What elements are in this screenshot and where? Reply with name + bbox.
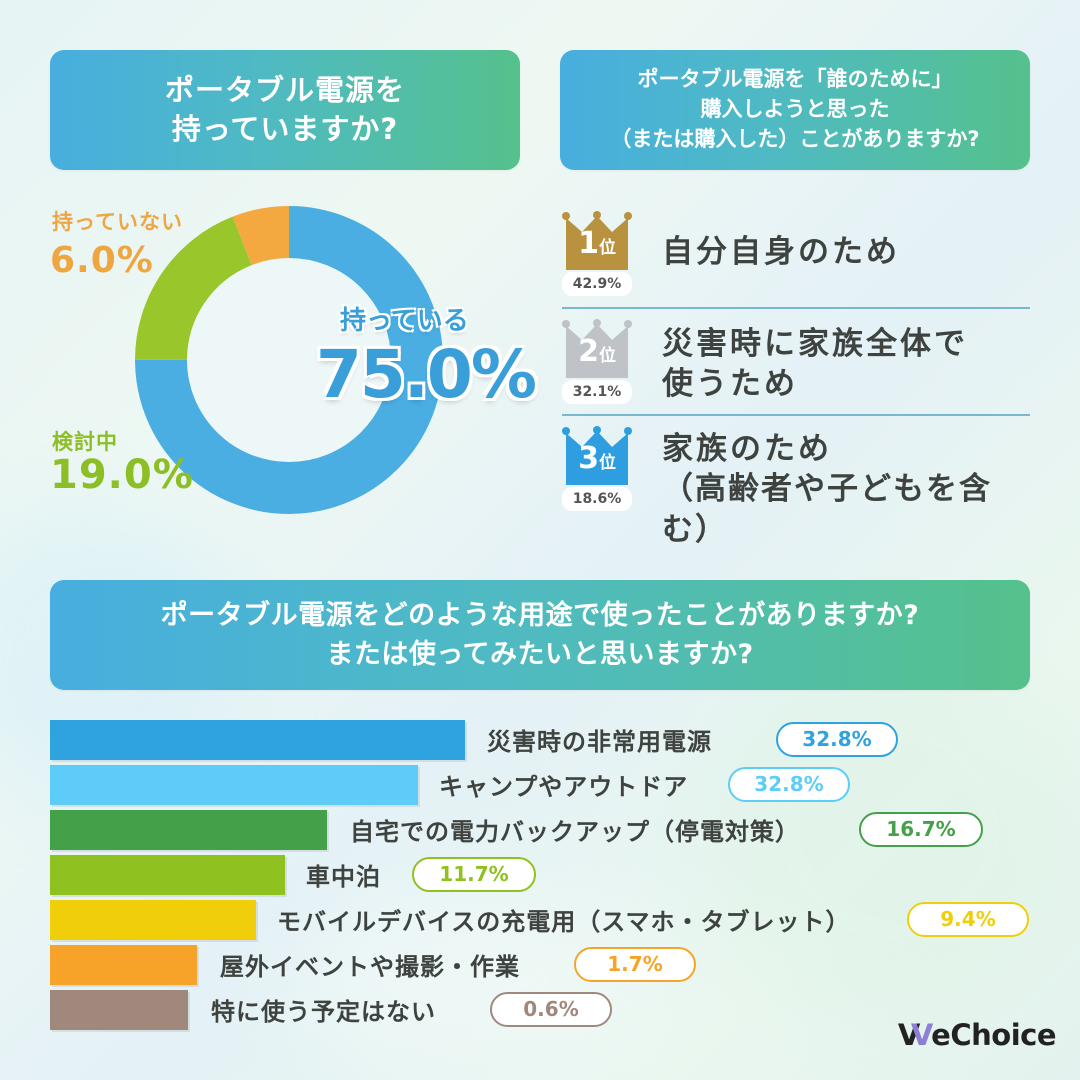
rank-number: 2 (578, 334, 599, 369)
question-3-header: ポータブル電源をどのような用途で使ったことがありますか? または使ってみたいと思… (50, 580, 1030, 690)
rank-percent: 32.1% (562, 380, 632, 404)
wechoice-logo: VVeChoice (897, 1018, 1057, 1052)
logo-v-accent: V (910, 1018, 932, 1052)
bar-value-pill: 32.8% (776, 722, 898, 757)
not-owned-value: 6.0% (50, 240, 154, 281)
bar (50, 900, 256, 940)
question-1-line-2: 持っていますか? (171, 112, 399, 146)
crown-icon: 2位 (562, 318, 632, 378)
logo-text: eChoice (931, 1018, 1056, 1052)
bar-value-pill: 9.4% (907, 902, 1029, 937)
bar-label: モバイルデバイスの充電用（スマホ・タブレット） (277, 908, 851, 936)
bar-label: 屋外イベントや撮影・作業 (220, 953, 520, 981)
bar-label: 車中泊 (306, 863, 381, 891)
bar (50, 855, 285, 895)
rank-item-2: 2位 32.1% 災害時に家族全体で 使うため (562, 318, 1030, 408)
rank-reason: 自分自身のため (662, 232, 900, 272)
rank-percent: 18.6% (562, 487, 632, 511)
not-owned-label: 持っていない (52, 210, 183, 234)
question-3-line-1: ポータブル電源をどのような用途で使ったことがありますか? (160, 599, 920, 631)
rank-unit: 位 (598, 238, 616, 258)
rank-unit: 位 (598, 453, 616, 473)
rank-badge-2: 2位 32.1% (562, 318, 632, 404)
question-3-line-2: または使ってみたいと思いますか? (326, 639, 754, 670)
rank-reason: 家族のため （高齢者や子どもを含む） (662, 429, 1030, 550)
rank-unit: 位 (598, 346, 616, 366)
bar (50, 990, 188, 1030)
question-2-line-2: 購入しようと思った (700, 97, 890, 122)
rank-badge-3: 3位 18.6% (562, 425, 632, 511)
rank-number: 3 (578, 441, 599, 476)
question-2-line-1: ポータブル電源を「誰のために」 (637, 67, 953, 92)
bar-label: キャンプやアウトドア (439, 773, 689, 801)
rank-item-3: 3位 18.6% 家族のため （高齢者や子どもを含む） (562, 425, 1030, 548)
rank-reason-line: 自分自身のため (662, 234, 900, 270)
crown-icon: 3位 (562, 425, 632, 485)
owned-label: 持っている (340, 306, 469, 336)
question-2-line-3: （または購入した）ことがありますか? (610, 126, 980, 151)
bar (50, 810, 327, 850)
donut-svg (135, 206, 443, 514)
bar-value-pill: 16.7% (859, 812, 983, 847)
bar-value-pill: 0.6% (490, 992, 612, 1027)
considering-value: 19.0% (50, 452, 194, 498)
ownership-donut-chart (134, 205, 444, 515)
rank-item-1: 1位 42.9% 自分自身のため (562, 210, 1030, 300)
bar (50, 765, 418, 805)
bar-value-pill: 32.8% (728, 767, 850, 802)
question-1-header: ポータブル電源を 持っていますか? (50, 50, 520, 170)
question-2-header: ポータブル電源を「誰のために」 購入しようと思った （または購入した）ことがあり… (560, 50, 1030, 170)
bar-label: 特に使う予定はない (211, 998, 436, 1026)
rank-reason-line: 災害時に家族全体で (662, 326, 968, 362)
bar-value-pill: 1.7% (574, 947, 696, 982)
rank-reason-line: 使うため (662, 366, 798, 403)
donut-hole (188, 259, 390, 461)
donut-segment-not-owned (135, 206, 443, 514)
rank-percent: 42.9% (562, 272, 632, 296)
bar-label: 自宅での電力バックアップ（停電対策） (350, 818, 800, 846)
rank-reason: 災害時に家族全体で 使うため (662, 324, 968, 405)
rank-reason-line: 家族のため (662, 431, 832, 467)
question-1-line-1: ポータブル電源を (164, 72, 405, 107)
bar (50, 720, 465, 760)
considering-label: 検討中 (52, 430, 118, 454)
bar (50, 945, 197, 985)
rank-divider (562, 414, 1030, 416)
bar-value-pill: 11.7% (412, 857, 536, 892)
rank-divider (562, 307, 1030, 309)
owned-value: 75.0% (316, 336, 537, 413)
bar-label: 災害時の非常用電源 (487, 728, 712, 756)
rank-reason-line: （高齢者や子どもを含む） (662, 471, 992, 548)
rank-number: 1 (578, 226, 599, 261)
rank-badge-1: 1位 42.9% (562, 210, 632, 296)
logo-v: V (897, 1018, 920, 1052)
crown-icon: 1位 (562, 210, 632, 270)
